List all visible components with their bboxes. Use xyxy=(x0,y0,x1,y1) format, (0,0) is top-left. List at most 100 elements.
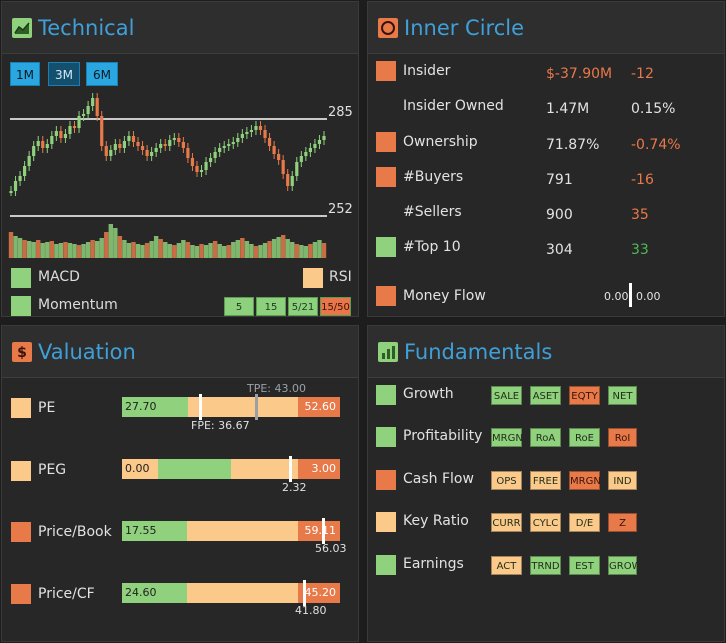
macd-legend-label[interactable]: MACD xyxy=(38,269,80,285)
price-book-range-mid xyxy=(187,521,298,541)
price-book-status xyxy=(11,522,31,542)
pe-label[interactable]: PE xyxy=(38,400,56,416)
money-flow-status xyxy=(376,286,396,306)
fundamentals-tag[interactable]: TRND xyxy=(530,556,561,575)
inner-circle-label[interactable]: #Buyers xyxy=(403,169,464,185)
price-book-range-bar[interactable]: 17.55 59.11 xyxy=(122,521,340,541)
volume-bar xyxy=(249,244,254,258)
period-15-50-button[interactable]: 15/50 xyxy=(320,297,351,316)
volume-bar xyxy=(36,240,41,258)
price-cf-label[interactable]: Price/CF xyxy=(38,586,95,602)
volume-bar xyxy=(244,241,250,258)
inner-circle-value: 71.87% xyxy=(546,137,600,153)
rsi-legend-label[interactable]: RSI xyxy=(329,269,352,285)
volume-bar xyxy=(203,245,209,258)
inner-circle-value: 791 xyxy=(546,172,573,188)
rsi-legend-swatch[interactable] xyxy=(303,268,323,288)
fundamentals-tag[interactable]: EQTY xyxy=(569,386,600,405)
price-book-marker-label: 56.03 xyxy=(315,542,347,555)
fundamentals-tag[interactable]: ASET xyxy=(530,386,561,405)
fundamentals-title: Fundamentals xyxy=(404,339,553,364)
fundamentals-tag[interactable]: FREE xyxy=(530,471,561,490)
volume-bar xyxy=(108,224,113,258)
price-cf-range-bar[interactable]: 24.60 45.20 xyxy=(122,583,340,603)
period-5-21-button[interactable]: 5/21 xyxy=(288,297,318,316)
fundamentals-label[interactable]: Earnings xyxy=(403,556,464,572)
price-chart[interactable] xyxy=(2,86,352,261)
candle-body xyxy=(254,126,258,130)
fundamentals-tag[interactable]: NET xyxy=(608,386,637,405)
fundamentals-tag[interactable]: EST xyxy=(569,556,600,575)
pe-fpe-label: FPE: 36.67 xyxy=(191,419,250,432)
inner-circle-label[interactable]: Insider Owned xyxy=(403,98,504,114)
inner-circle-label[interactable]: Ownership xyxy=(403,134,478,150)
pe-range-bar[interactable]: 27.70 52.60 xyxy=(122,397,340,417)
timeframe-6m-button[interactable]: 6M xyxy=(86,62,118,86)
volume-bar xyxy=(280,235,286,258)
volume-bar xyxy=(22,240,27,258)
price-book-marker xyxy=(322,518,325,544)
fundamentals-label[interactable]: Growth xyxy=(403,386,454,402)
circle-icon xyxy=(378,17,398,38)
volume-bar xyxy=(208,243,213,258)
fundamentals-tag[interactable]: GROW xyxy=(608,556,641,575)
volume-bar xyxy=(308,244,313,258)
candle-body xyxy=(313,144,317,148)
volume-bar xyxy=(240,238,245,258)
fundamentals-status xyxy=(376,470,396,490)
candle-body xyxy=(113,144,117,150)
momentum-legend-label[interactable]: Momentum xyxy=(38,297,118,313)
candle-body xyxy=(159,144,163,148)
volume-bar xyxy=(172,245,177,258)
fundamentals-tag[interactable]: CYLC xyxy=(530,513,561,532)
candle-body xyxy=(36,141,40,146)
candle-body xyxy=(267,138,272,146)
fundamentals-tag[interactable]: RoA xyxy=(530,428,561,447)
fundamentals-label[interactable]: Key Ratio xyxy=(403,513,469,529)
pe-tpe-label: TPE: 43.00 xyxy=(247,382,306,395)
momentum-legend-swatch[interactable] xyxy=(11,296,31,316)
period-15-button[interactable]: 15 xyxy=(256,297,286,316)
fundamentals-tag[interactable]: MRGN xyxy=(569,471,601,490)
candle-body xyxy=(172,138,176,140)
macd-legend-swatch[interactable] xyxy=(11,268,31,288)
peg-label[interactable]: PEG xyxy=(38,462,67,478)
fundamentals-tag[interactable]: OPS xyxy=(491,471,522,490)
candle-body xyxy=(177,138,181,142)
fundamentals-tag[interactable]: ACT xyxy=(491,556,522,575)
fundamentals-tag[interactable]: D/E xyxy=(569,513,600,532)
inner-circle-label[interactable]: Insider xyxy=(403,63,451,79)
timeframe-1m-button[interactable]: 1M xyxy=(10,62,40,86)
candle-body xyxy=(127,136,131,141)
candle-body xyxy=(163,144,167,146)
candle-body xyxy=(208,158,213,162)
fundamentals-tag[interactable]: MRGN xyxy=(491,428,523,447)
price-book-label[interactable]: Price/Book xyxy=(38,524,112,540)
volume-bar xyxy=(294,244,299,258)
volume-bar xyxy=(176,243,182,258)
inner-circle-label[interactable]: #Sellers xyxy=(403,204,462,220)
price-book-range-high: 59.11 xyxy=(298,521,340,541)
money-flow-label[interactable]: Money Flow xyxy=(403,288,486,304)
fundamentals-header: Fundamentals xyxy=(368,326,724,378)
candle-body xyxy=(27,156,31,166)
inner-circle-value: $-37.90M xyxy=(546,66,613,82)
period-5-button[interactable]: 5 xyxy=(224,297,254,316)
fundamentals-tag[interactable]: CURR xyxy=(491,513,522,532)
fundamentals-tag[interactable]: RoE xyxy=(569,428,600,447)
fundamentals-tag[interactable]: SALE xyxy=(491,386,522,405)
fundamentals-tag[interactable]: RoI xyxy=(608,428,637,447)
fundamentals-label[interactable]: Cash Flow xyxy=(403,471,474,487)
fundamentals-tag[interactable]: Z xyxy=(608,513,637,532)
fundamentals-tag[interactable]: IND xyxy=(608,471,637,490)
candle-body xyxy=(322,136,326,140)
fundamentals-label[interactable]: Profitability xyxy=(403,428,483,444)
volume-bar xyxy=(63,242,68,258)
volume-bar xyxy=(31,242,36,258)
peg-range-bar[interactable]: 0.00 3.00 xyxy=(122,459,340,479)
volume-bar xyxy=(226,245,231,258)
volume-bar xyxy=(45,242,50,258)
timeframe-3m-button[interactable]: 3M xyxy=(48,62,80,86)
inner-circle-label[interactable]: #Top 10 xyxy=(403,239,461,255)
volume-bar xyxy=(26,241,32,258)
